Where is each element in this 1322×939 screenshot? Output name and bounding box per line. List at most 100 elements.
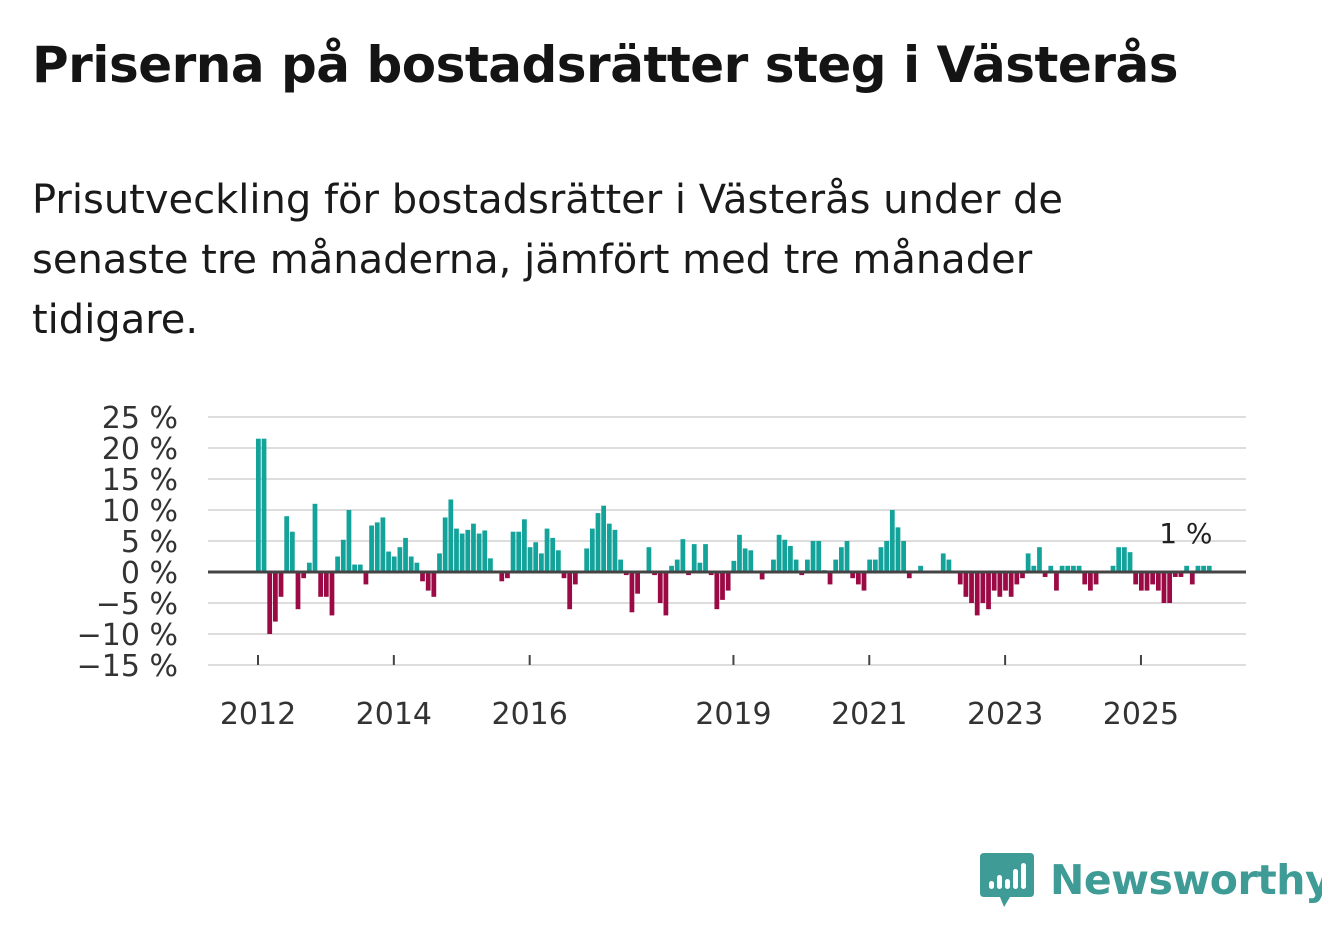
bar (561, 572, 567, 579)
bar (1093, 572, 1099, 585)
y-tick-label: 25 % (102, 401, 178, 436)
bar (612, 529, 618, 572)
bar (544, 528, 550, 572)
y-tick-label: 5 % (121, 525, 178, 560)
bar (652, 572, 657, 576)
bar (788, 545, 793, 572)
bar (323, 572, 329, 597)
bar (352, 564, 357, 572)
bar (420, 572, 425, 582)
x-axis-ticks: 2012 2014 2016 2019 2021 2023 2025 (220, 655, 1179, 730)
bar (838, 547, 844, 572)
bar (550, 537, 556, 572)
bar (584, 548, 590, 572)
bar (425, 572, 431, 591)
bar (437, 553, 442, 572)
bar (867, 559, 873, 572)
bar (991, 572, 997, 591)
bar (1167, 572, 1173, 603)
bar (1178, 572, 1184, 577)
bar (1161, 572, 1167, 603)
bar (1138, 572, 1144, 591)
bar (1076, 565, 1082, 572)
bar (810, 541, 816, 572)
y-tick-label: 0 % (121, 556, 178, 591)
bar (906, 572, 912, 579)
bar (957, 572, 963, 585)
bar (386, 551, 391, 572)
chart-title: Priserna på bostadsrätter steg i Västerå… (32, 36, 1178, 94)
bar (884, 541, 890, 572)
bar (1054, 572, 1059, 591)
bar (397, 547, 403, 572)
x-tick-label: 2016 (492, 697, 568, 730)
bar (686, 572, 691, 576)
bar (1014, 572, 1020, 585)
bar (589, 528, 595, 572)
bar (776, 534, 782, 572)
bar (572, 572, 578, 585)
bar (816, 541, 822, 572)
bar (295, 572, 301, 610)
bar (1059, 565, 1065, 572)
bar (1088, 572, 1093, 591)
bar (1020, 572, 1025, 579)
bar (1172, 572, 1178, 577)
bars (256, 438, 1212, 634)
bar (340, 539, 346, 572)
bar (408, 556, 414, 572)
y-tick-label: −5 % (96, 587, 178, 622)
bar (471, 523, 476, 572)
bar (708, 572, 714, 576)
bar (1121, 547, 1127, 572)
gridlines (208, 416, 1246, 666)
bar (1042, 572, 1048, 577)
bar (946, 559, 952, 572)
bar (1082, 572, 1088, 585)
bar (267, 572, 273, 634)
bar (403, 537, 408, 572)
bar (731, 560, 737, 572)
x-tick-label: 2012 (220, 697, 296, 730)
bar (895, 527, 901, 572)
bar (465, 529, 471, 572)
bar (555, 550, 561, 572)
bar (1195, 565, 1201, 572)
bar (1144, 572, 1150, 591)
bar-chart: 25 %20 %15 %10 %5 %0 %−5 %−10 %−15 % 201… (77, 401, 1246, 730)
bar (595, 513, 601, 572)
bar (742, 548, 748, 572)
bar (663, 572, 669, 616)
bar (748, 550, 754, 572)
bar (482, 530, 488, 572)
bar (1150, 572, 1156, 585)
bar (969, 572, 974, 603)
bar (357, 564, 363, 572)
bar (629, 572, 635, 613)
bar (431, 572, 437, 597)
bar (369, 525, 374, 572)
bar (1048, 565, 1054, 572)
bar (1071, 565, 1076, 572)
bar (861, 572, 867, 591)
bar (522, 519, 527, 572)
bar (1201, 565, 1206, 572)
bar (601, 505, 607, 572)
bar (329, 572, 335, 616)
y-tick-label: −15 % (77, 649, 178, 684)
bar (1155, 572, 1161, 591)
y-tick-label: −10 % (77, 618, 178, 653)
x-tick-label: 2019 (695, 697, 771, 730)
bar (963, 572, 969, 597)
bar (289, 531, 295, 572)
bar (533, 542, 539, 572)
x-tick-label: 2025 (1103, 697, 1179, 730)
bar (335, 556, 340, 572)
x-tick-label: 2023 (967, 697, 1043, 730)
bar (510, 531, 516, 572)
bar (306, 562, 312, 572)
bar (1189, 572, 1195, 585)
bar (380, 517, 386, 572)
bar (1133, 572, 1139, 585)
bar (940, 553, 946, 572)
